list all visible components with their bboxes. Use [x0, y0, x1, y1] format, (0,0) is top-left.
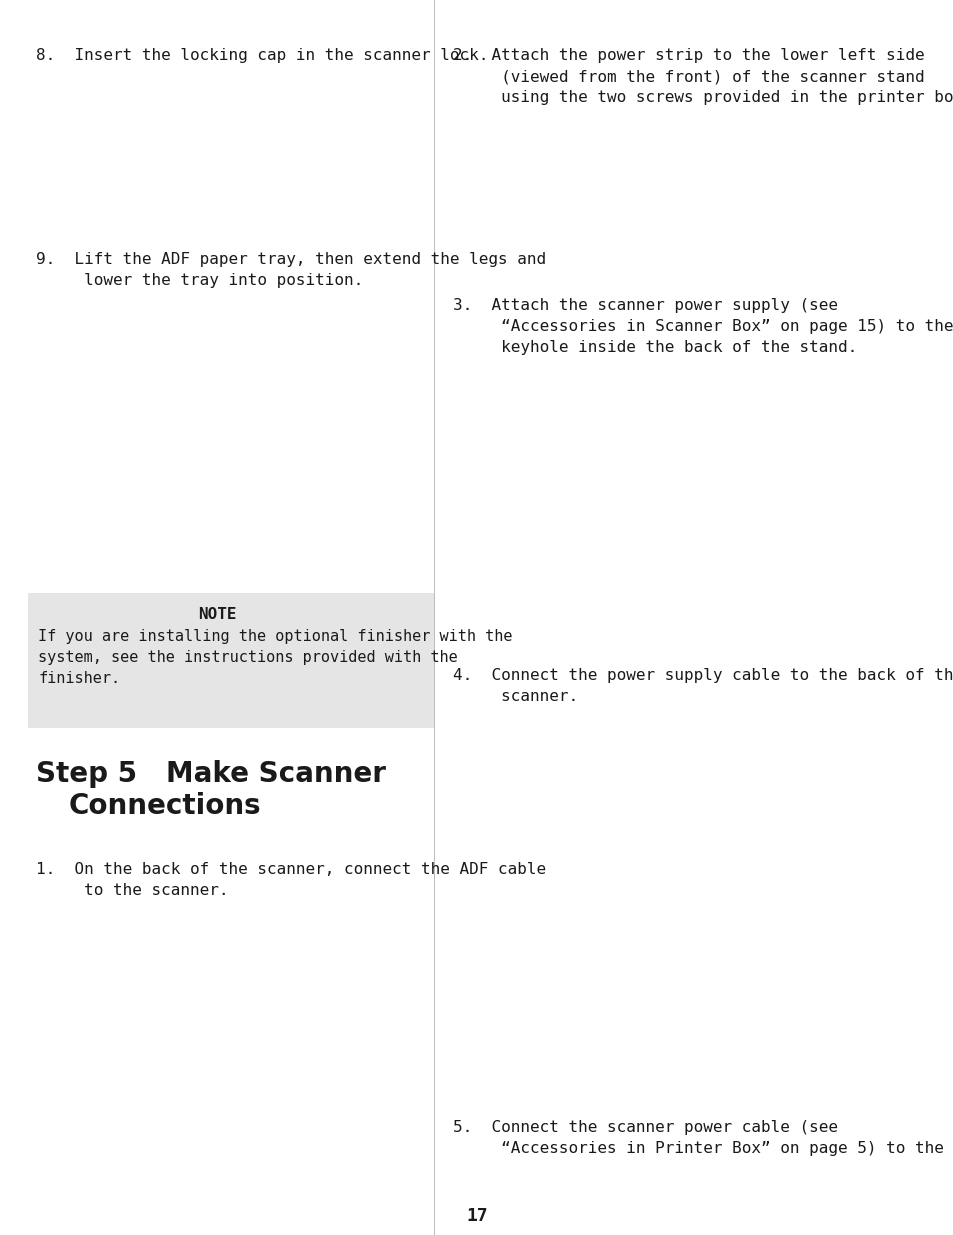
Text: 17: 17	[466, 1207, 487, 1225]
Text: using the two screws provided in the printer box.: using the two screws provided in the pri…	[453, 90, 953, 105]
Text: 1.  On the back of the scanner, connect the ADF cable: 1. On the back of the scanner, connect t…	[36, 862, 546, 877]
Text: scanner.: scanner.	[453, 689, 578, 704]
Text: (viewed from the front) of the scanner stand: (viewed from the front) of the scanner s…	[453, 69, 923, 84]
Text: lower the tray into position.: lower the tray into position.	[36, 273, 363, 288]
Bar	[29, 593, 434, 727]
Text: 5.  Connect the scanner power cable (see: 5. Connect the scanner power cable (see	[453, 1120, 838, 1135]
Text: keyhole inside the back of the stand.: keyhole inside the back of the stand.	[453, 340, 857, 354]
Text: “Accessories in Printer Box” on page 5) to the: “Accessories in Printer Box” on page 5) …	[453, 1141, 943, 1156]
Text: 9.  Lift the ADF paper tray, then extend the legs and: 9. Lift the ADF paper tray, then extend …	[36, 252, 546, 267]
Text: 4.  Connect the power supply cable to the back of the: 4. Connect the power supply cable to the…	[453, 668, 953, 683]
Text: “Accessories in Scanner Box” on page 15) to the: “Accessories in Scanner Box” on page 15)…	[453, 319, 953, 333]
Text: to the scanner.: to the scanner.	[36, 883, 229, 898]
Text: system, see the instructions provided with the: system, see the instructions provided wi…	[38, 650, 457, 664]
Text: NOTE: NOTE	[197, 606, 236, 622]
Text: If you are installing the optional finisher with the: If you are installing the optional finis…	[38, 629, 512, 643]
Text: 8.  Insert the locking cap in the scanner lock.: 8. Insert the locking cap in the scanner…	[36, 48, 488, 63]
Text: 3.  Attach the scanner power supply (see: 3. Attach the scanner power supply (see	[453, 298, 838, 312]
Text: Step 5   Make Scanner: Step 5 Make Scanner	[36, 760, 386, 788]
Text: Connections: Connections	[69, 792, 260, 820]
Text: finisher.: finisher.	[38, 671, 120, 685]
Text: 2.  Attach the power strip to the lower left side: 2. Attach the power strip to the lower l…	[453, 48, 923, 63]
